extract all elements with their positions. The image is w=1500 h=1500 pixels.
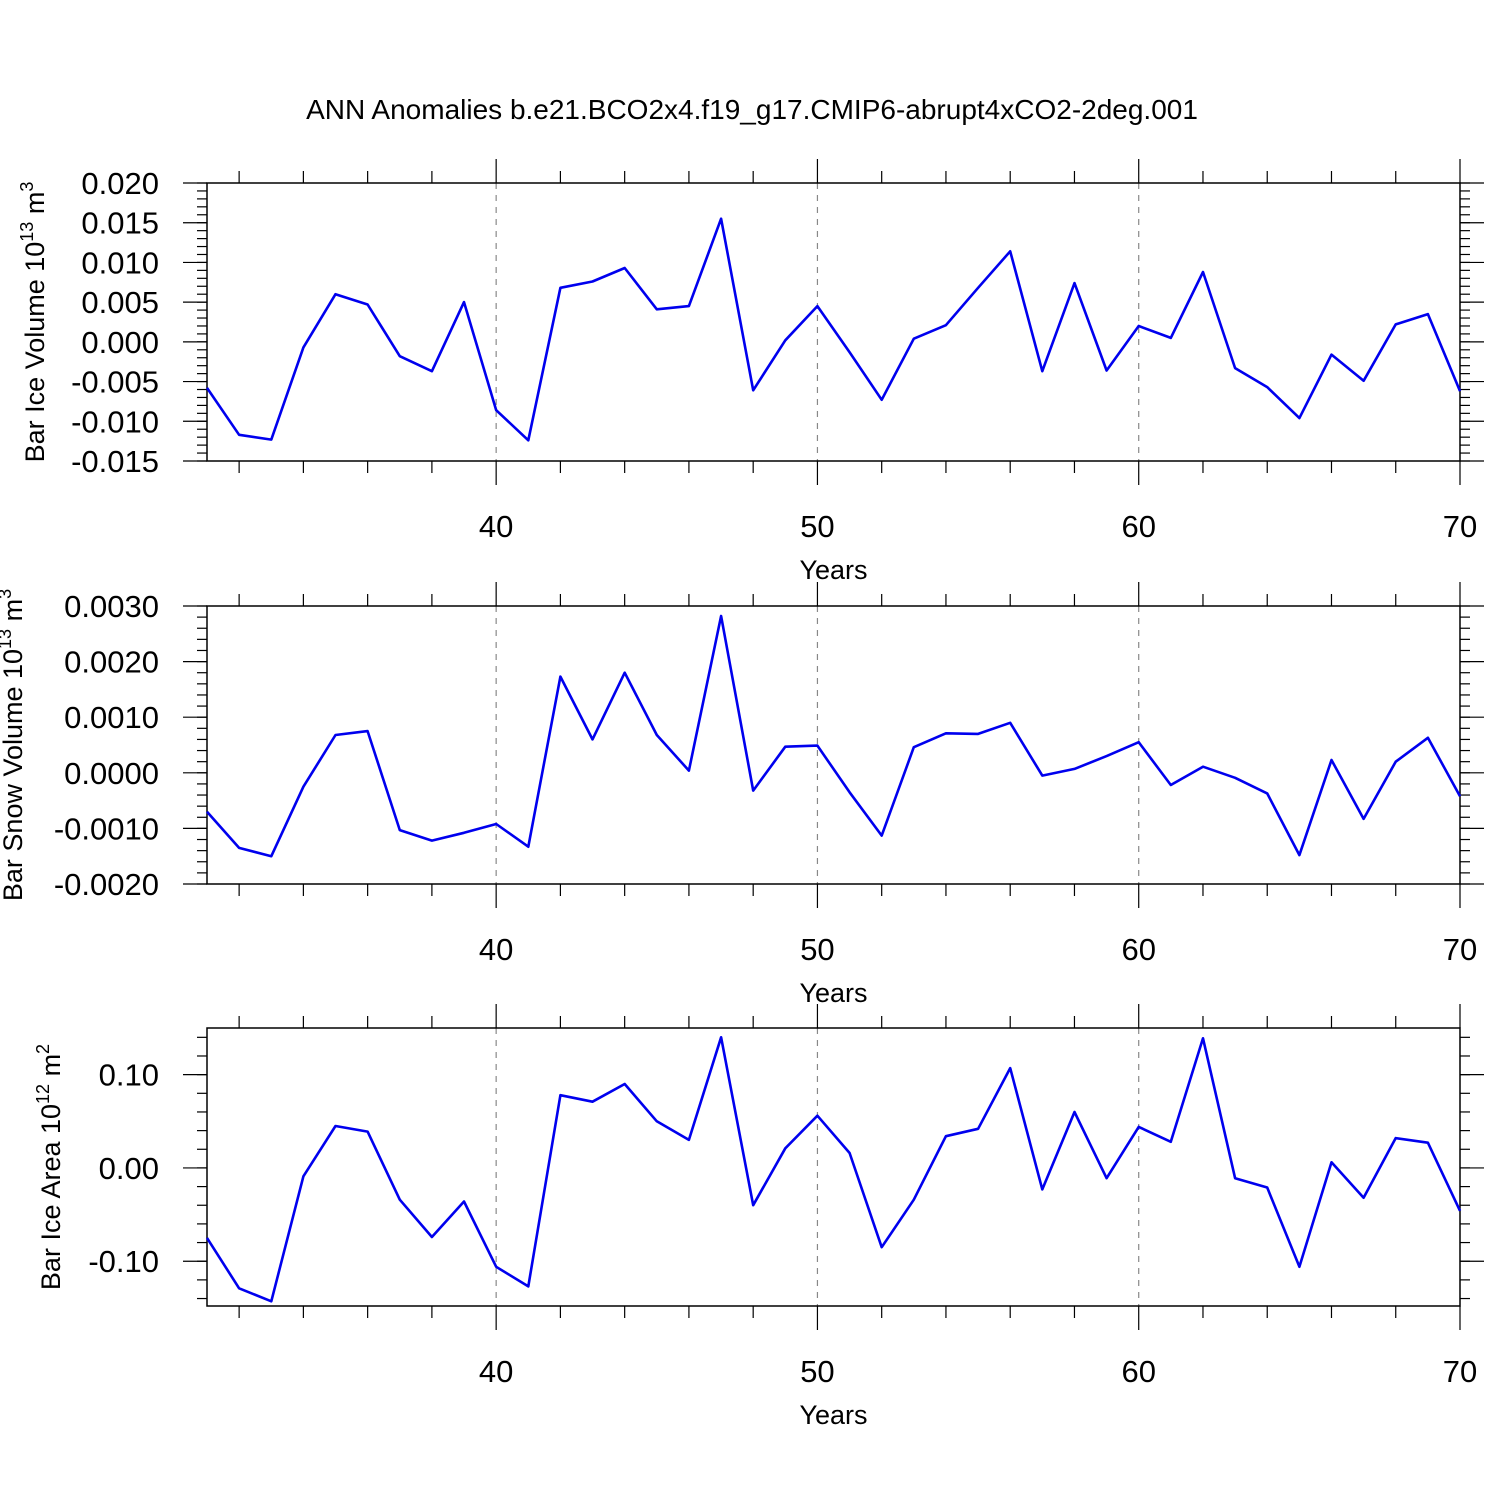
- x-tick-label: 50: [800, 932, 834, 967]
- series-line: [206, 614, 1462, 858]
- y-tick-label: -0.010: [71, 404, 159, 439]
- y-axis-label-exponent: 12: [33, 1084, 53, 1104]
- plot-frame: [206, 605, 1461, 885]
- x-tick-label: 70: [1443, 1354, 1477, 1389]
- panel-2: 40 50 60 70 -0.0020 -0.0010 0.0000 0.0010 0.0020…: [0, 582, 1484, 1008]
- x-axis-label: Years: [799, 1400, 867, 1430]
- x-tick-label: 70: [1443, 932, 1477, 967]
- series-line: [205, 217, 1462, 442]
- x-tick-label: 60: [1121, 1354, 1155, 1389]
- y-axis-label: Bar Snow Volume 1013 m3: [0, 589, 28, 901]
- series-line: [205, 1036, 1462, 1303]
- y-tick-label: 0.0000: [64, 756, 159, 791]
- panel-1: 40 50 60 70 -0.015 -0.010 -0.005 0.000 0.005 0.01…: [17, 159, 1484, 585]
- y-tick-label: 0.0010: [64, 700, 159, 735]
- y-axis-label-unit-exponent: 3: [0, 589, 15, 599]
- y-tick-label: -0.0010: [54, 811, 159, 846]
- y-tick-label: -0.10: [88, 1244, 159, 1279]
- y-axis-label-unit: m: [36, 1054, 66, 1084]
- panel-3: 40 50 60 70 -0.10 0.00 0.10 Years Bar Ice Area 1…: [33, 1004, 1484, 1430]
- y-axis-label-unit-exponent: 3: [17, 182, 37, 192]
- y-tick-label: -0.005: [71, 365, 159, 400]
- y-axis-label-exponent: 13: [0, 629, 15, 649]
- y-tick-label: -0.015: [71, 444, 159, 479]
- y-tick-label: 0.0030: [64, 589, 159, 624]
- x-axis-label: Years: [799, 978, 867, 1008]
- y-axis-label-unit: m: [0, 599, 28, 629]
- x-tick-label: 70: [1443, 509, 1477, 544]
- y-axis-label-text: Bar Ice Volume 10: [20, 242, 50, 463]
- y-axis-label-text: Bar Snow Volume 10: [0, 649, 28, 901]
- y-tick-label: 0.00: [99, 1151, 159, 1186]
- x-tick-label: 40: [479, 509, 513, 544]
- x-tick-label: 60: [1121, 932, 1155, 967]
- x-axis-label: Years: [799, 555, 867, 585]
- y-tick-label: -0.0020: [54, 867, 159, 902]
- plot-frame: [206, 182, 1461, 462]
- y-tick-label: 0.0020: [64, 645, 159, 680]
- y-tick-label: 0.10: [99, 1058, 159, 1093]
- y-axis-label-exponent: 13: [17, 222, 37, 242]
- x-tick-label: 50: [800, 1354, 834, 1389]
- x-tick-label: 40: [479, 1354, 513, 1389]
- y-tick-label: 0.010: [81, 245, 159, 280]
- y-axis-label-unit-exponent: 2: [33, 1044, 53, 1054]
- figure-title: ANN Anomalies b.e21.BCO2x4.f19_g17.CMIP6…: [306, 94, 1198, 125]
- x-tick-label: 60: [1121, 509, 1155, 544]
- y-axis-label: Bar Ice Area 1012 m2: [33, 1044, 66, 1290]
- plot-frame: [206, 1027, 1461, 1307]
- y-tick-label: 0.005: [81, 285, 159, 320]
- y-axis-label: Bar Ice Volume 1013 m3: [17, 182, 50, 463]
- x-tick-label: 40: [479, 932, 513, 967]
- y-tick-label: 0.000: [81, 325, 159, 360]
- y-axis-label-text: Bar Ice Area 10: [36, 1104, 66, 1290]
- y-tick-label: 0.015: [81, 206, 159, 241]
- y-axis-label-unit: m: [20, 192, 50, 222]
- y-tick-label: 0.020: [81, 166, 159, 201]
- panels: 40 50 60 70 -0.015 -0.010 -0.005 0.000 0.005 0.01…: [0, 159, 1484, 1430]
- x-tick-label: 50: [800, 509, 834, 544]
